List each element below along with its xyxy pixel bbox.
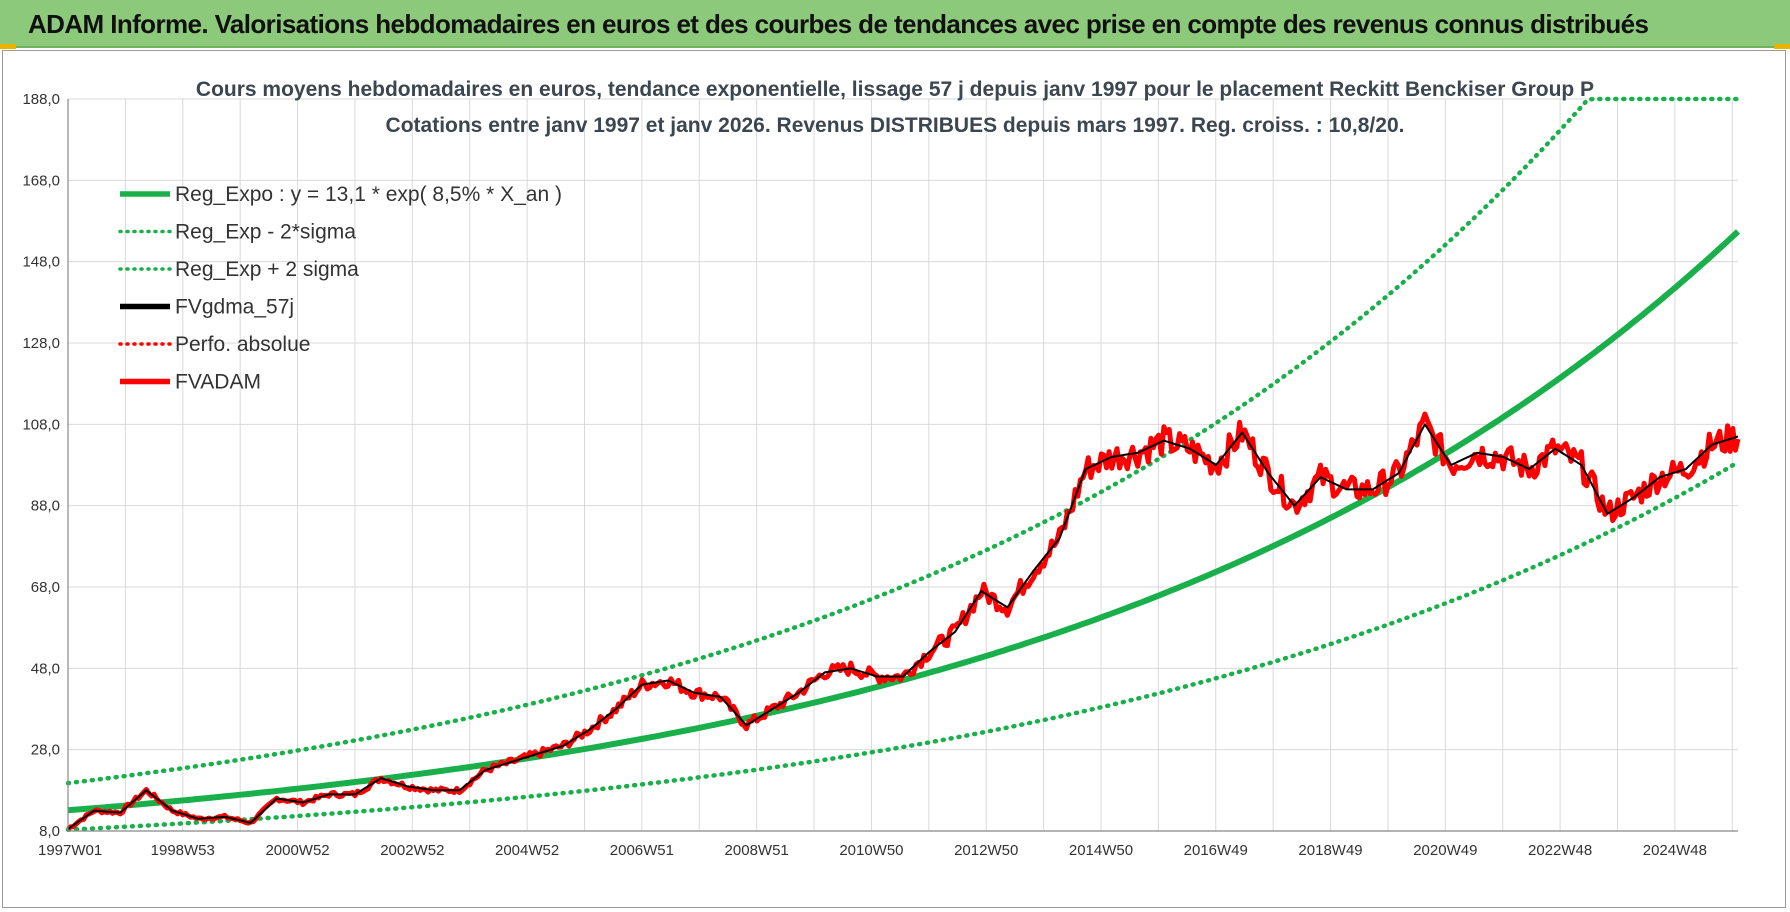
- legend: Reg_Expo : y = 13,1 * exp( 8,5% * X_an )…: [118, 183, 562, 394]
- legend-label: Reg_Exp + 2 sigma: [175, 258, 359, 281]
- y-tick-label: 168,0: [22, 172, 60, 189]
- x-tick-labels: 1997W01 1998W53 2000W52 2002W52 2004W52 2006W…: [38, 842, 1707, 859]
- x-tick-label: 2010W50: [839, 842, 903, 859]
- x-tick-label: 1997W01: [38, 842, 102, 859]
- x-tick-label: 2004W52: [495, 842, 559, 859]
- legend-label: Reg_Expo : y = 13,1 * exp( 8,5% * X_an ): [175, 183, 562, 206]
- x-tick-label: 2008W51: [725, 842, 789, 859]
- x-tick-label: 2012W50: [954, 842, 1018, 859]
- y-tick-label: 148,0: [22, 254, 60, 271]
- x-tick-label: 2020W49: [1413, 842, 1477, 859]
- x-tick-label: 1998W53: [151, 842, 215, 859]
- x-tick-label: 2002W52: [380, 842, 444, 859]
- x-tick-label: 2014W50: [1069, 842, 1133, 859]
- corner-mark: [1774, 44, 1790, 49]
- x-tick-label: 2018W49: [1298, 842, 1362, 859]
- legend-label: FVgdma_57j: [175, 296, 294, 319]
- reg-exp-plus-2-sigma-line: [65, 96, 1741, 786]
- banner: ADAM Informe. Valorisations hebdomadaire…: [0, 0, 1790, 48]
- x-tick-label: 2024W48: [1643, 842, 1707, 859]
- reg-expo-line: [67, 229, 1741, 814]
- legend-label: Perfo. absolue: [175, 333, 310, 356]
- y-tick-label: 8,0: [39, 823, 60, 840]
- x-tick-label: 2006W51: [610, 842, 674, 859]
- y-tick-labels: 8,0 28,0 48,0 68,0 88,0 108,0 128,0 148,0 168,0 1…: [22, 91, 60, 840]
- fvgdma-57j-line: [67, 423, 1739, 830]
- y-tick-label: 28,0: [31, 742, 60, 759]
- legend-label: FVADAM: [175, 371, 261, 394]
- y-tick-label: 108,0: [22, 416, 60, 433]
- y-tick-label: 68,0: [31, 579, 60, 596]
- banner-title: ADAM Informe. Valorisations hebdomadaire…: [28, 9, 1649, 39]
- x-tick-label: 2022W48: [1528, 842, 1592, 859]
- y-tick-label: 48,0: [31, 660, 60, 677]
- chart-title-line1: Cours moyens hebdomadaires en euros, ten…: [196, 78, 1594, 101]
- price-series: [66, 411, 1741, 831]
- axes: [67, 99, 1738, 832]
- chart-frame: [2, 50, 1786, 908]
- y-tick-label: 88,0: [31, 498, 60, 515]
- reg-exp-minus-2-sigma-line: [65, 459, 1741, 832]
- legend-label: Reg_Exp - 2*sigma: [175, 221, 356, 244]
- x-tick-label: 2000W52: [265, 842, 329, 859]
- fvadam-line: [66, 411, 1741, 831]
- y-tick-label: 188,0: [22, 91, 60, 108]
- corner-mark: [0, 44, 16, 49]
- chart-title-line2: Cotations entre janv 1997 et janv 2026. …: [386, 114, 1405, 137]
- x-tick-label: 2016W49: [1184, 842, 1248, 859]
- y-tick-label: 128,0: [22, 335, 60, 352]
